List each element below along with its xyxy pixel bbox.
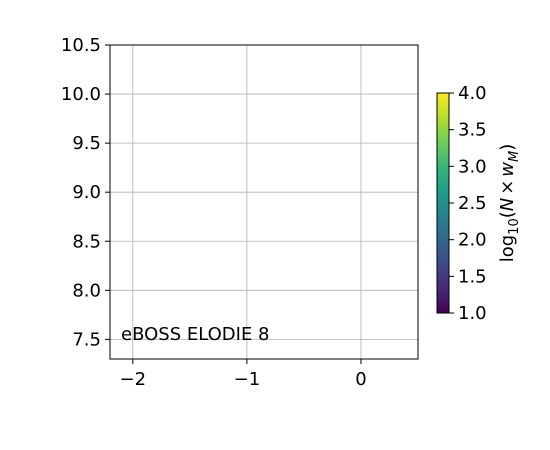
colorbar-label: log10(N×wM) [497,144,522,263]
colorbar-tick-label: 4.0 [458,83,487,104]
y-tick-label: 8.5 [72,231,101,252]
x-tick-label: −1 [234,369,261,390]
annotation-label: eBOSS ELODIE 8 [121,324,270,345]
x-axis: −2 −1 0 [120,359,367,390]
x-tick-label: −2 [120,369,147,390]
x-tick-label: 0 [355,369,366,390]
colorbar-gradient [437,93,449,313]
y-axis: 7.5 8.0 8.5 9.0 9.5 10.0 10.5 [61,35,110,350]
colorbar-tick-label: 1.5 [458,266,487,287]
grid-lines [110,44,418,359]
y-tick-label: 9.5 [72,133,101,154]
colorbar-axis: 1.0 1.5 2.0 2.5 3.0 3.5 4.0 [449,83,487,324]
y-tick-label: 10.5 [61,35,101,56]
colorbar-tick-label: 3.5 [458,120,487,141]
y-tick-label: 10.0 [61,84,101,105]
plot-frame [109,44,419,360]
y-tick-label: 8.0 [72,280,101,301]
y-tick-label: 9.0 [72,182,101,203]
colorbar-tick-label: 2.5 [458,193,487,214]
colorbar-tick-label: 1.0 [458,303,487,324]
colorbar-tick-label: 3.0 [458,156,487,177]
colorbar-tick-label: 2.0 [458,230,487,251]
y-tick-label: 7.5 [72,329,101,350]
